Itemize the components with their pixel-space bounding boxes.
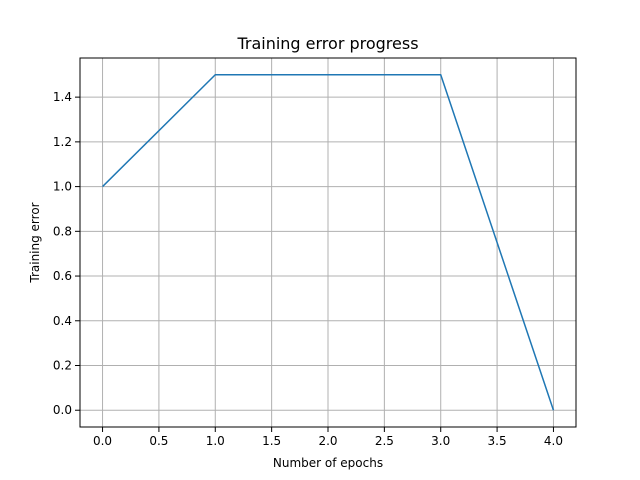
y-tick-label: 0.4 <box>53 314 72 328</box>
y-tick-label: 1.0 <box>53 180 72 194</box>
y-tick-label: 1.4 <box>53 90 72 104</box>
y-tick-label: 0.6 <box>53 269 72 283</box>
grid <box>80 58 576 427</box>
x-tick-label: 3.5 <box>488 434 507 448</box>
y-axis-label: Training error <box>28 202 42 283</box>
x-tick-label: 4.0 <box>544 434 563 448</box>
x-axis-ticks: 0.0 0.5 1.0 1.5 2.0 2.5 3.0 3.5 4.0 <box>93 427 563 448</box>
series-layer <box>102 74 555 411</box>
x-axis-label: Number of epochs <box>273 456 383 470</box>
x-tick-label: 2.5 <box>375 434 394 448</box>
x-tick-label: 2.0 <box>318 434 337 448</box>
y-tick-label: 0.8 <box>53 224 72 238</box>
y-tick-label: 1.2 <box>53 135 72 149</box>
x-tick-label: 0.0 <box>93 434 112 448</box>
x-tick-label: 1.5 <box>262 434 281 448</box>
x-tick-label: 3.0 <box>431 434 450 448</box>
x-tick-label: 0.5 <box>149 434 168 448</box>
y-axis-ticks: 0.0 0.2 0.4 0.6 0.8 1.0 1.2 1.4 <box>53 90 80 417</box>
x-tick-label: 1.0 <box>206 434 225 448</box>
y-tick-label: 0.0 <box>53 403 72 417</box>
y-tick-label: 0.2 <box>53 359 72 373</box>
chart-title: Training error progress <box>236 34 418 53</box>
